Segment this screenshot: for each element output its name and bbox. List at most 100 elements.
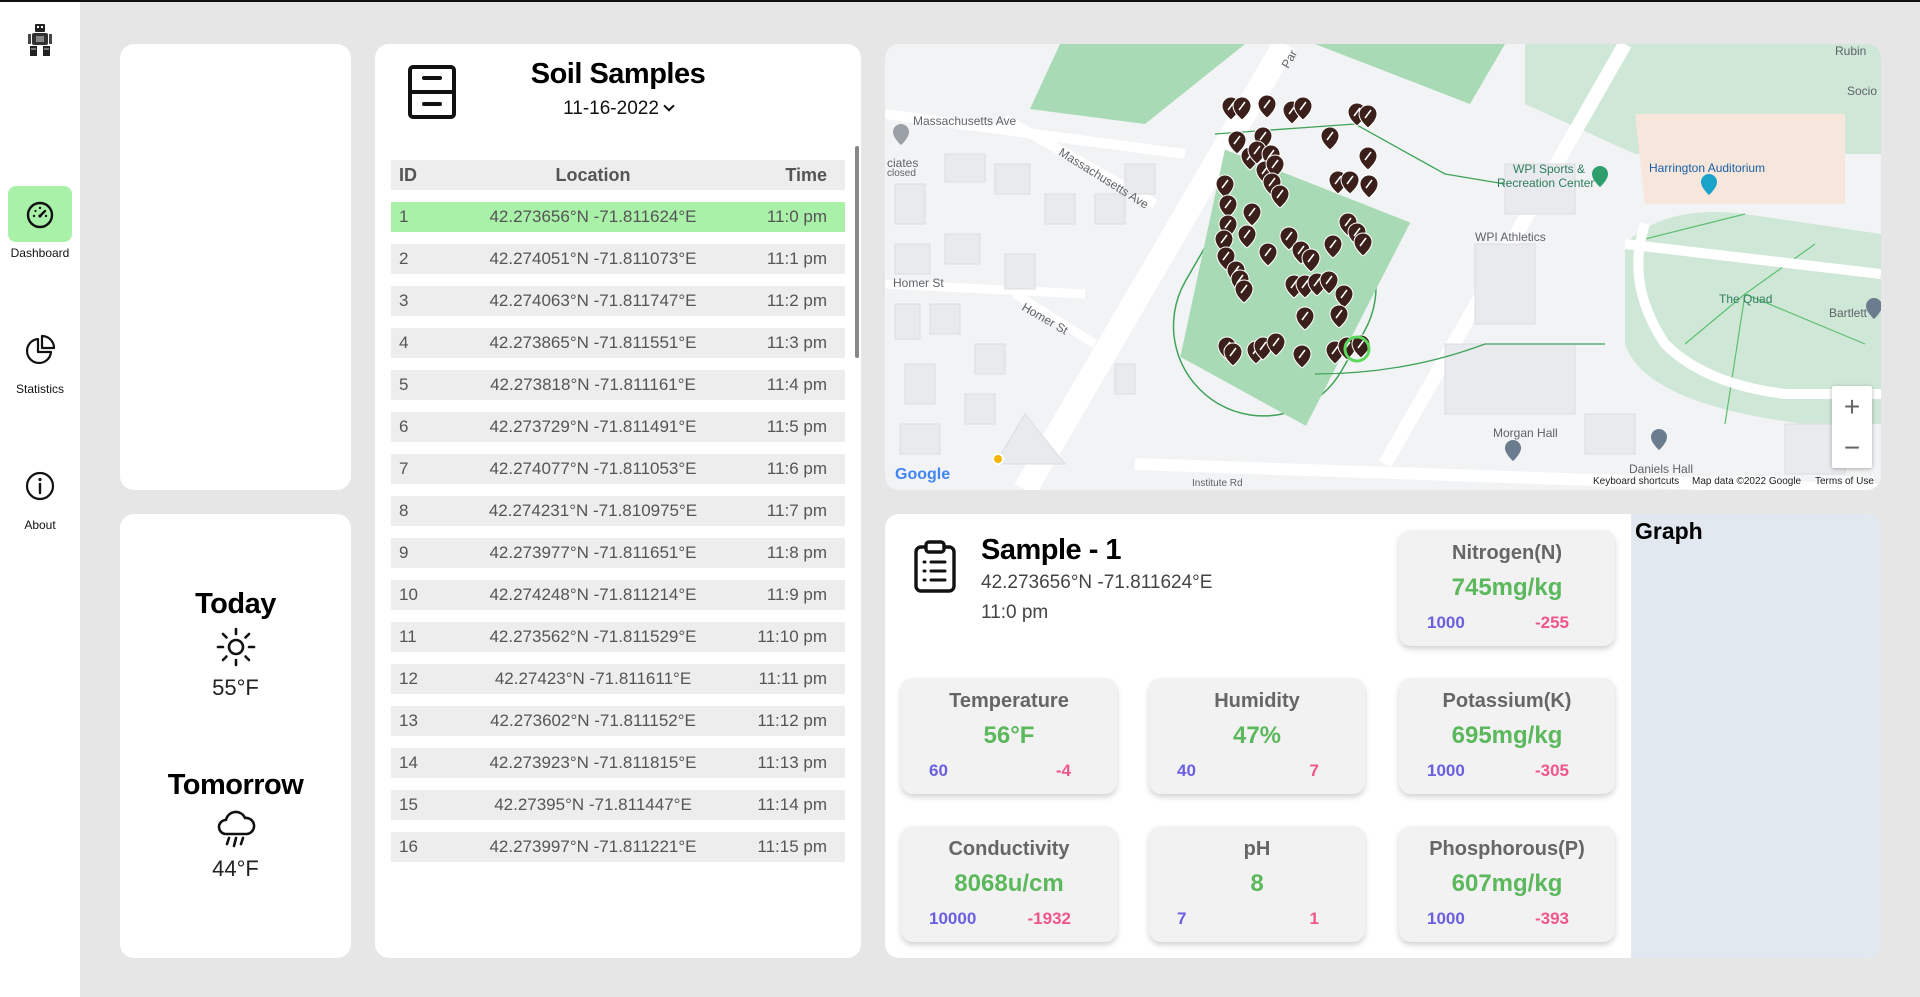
terms-link[interactable]: Terms of Use (1815, 476, 1874, 487)
pin-glyph (1325, 275, 1333, 285)
scrollbar[interactable] (855, 146, 859, 358)
table-row[interactable]: 15 42.27395°N -71.811447°E 11:14 pm (391, 790, 845, 820)
associates-pin-icon[interactable] (893, 124, 909, 145)
sample-pin-icon[interactable] (1353, 232, 1373, 257)
morgan-hall-pin-icon[interactable] (1505, 440, 1521, 461)
metric-name: Temperature (949, 690, 1069, 712)
cell-time: 11:9 pm (766, 585, 827, 604)
metric-reference: 1000 (1427, 613, 1465, 632)
col-location: Location (555, 164, 631, 185)
table-row[interactable]: 4 42.273865°N -71.811551°E 11:3 pm (391, 328, 845, 358)
zoom-controls: + − (1832, 386, 1872, 468)
cell-time: 11:13 pm (757, 753, 827, 772)
map-label: Socio (1847, 84, 1878, 98)
samples-title: Soil Samples (375, 58, 861, 91)
sample-time: 11:0 pm (981, 602, 1049, 623)
table-row[interactable]: 7 42.274077°N -71.811053°E 11:6 pm (391, 454, 845, 484)
pin-glyph (1240, 284, 1248, 294)
cell-location: 42.273818°N -71.811161°E (490, 375, 696, 394)
selected-sample-marker[interactable] (1343, 335, 1371, 363)
sample-pin-icon[interactable] (1358, 146, 1378, 171)
table-row[interactable]: 12 42.27423°N -71.811611°E 11:11 pm (391, 664, 845, 694)
weather-tomorrow-label: Tomorrow (167, 769, 304, 801)
nav-about[interactable]: About (8, 458, 72, 540)
table-row[interactable]: 2 42.274051°N -71.811073°E 11:1 pm (391, 244, 845, 274)
cell-location: 42.274231°N -71.810975°E (488, 501, 698, 520)
table-row[interactable]: 6 42.273729°N -71.811491°E 11:5 pm (391, 412, 845, 442)
cell-id: 14 (399, 753, 418, 772)
cell-location: 42.27395°N -71.811447°E (494, 795, 692, 814)
table-row[interactable]: 16 42.273997°N -71.811221°E 11:15 pm (391, 832, 845, 862)
weather-card: Today 55°F Tomorrow 44°F (120, 514, 351, 958)
pin-glyph (1364, 151, 1372, 161)
nav-label-statistics: Statistics (15, 382, 64, 396)
pegman-icon[interactable] (992, 453, 1004, 465)
bartlett-pin-icon[interactable] (1866, 298, 1881, 319)
weather-tomorrow: Tomorrow 44°F (168, 769, 304, 882)
sample-pin-icon[interactable] (1234, 279, 1254, 304)
sample-pin-icon[interactable] (1257, 94, 1277, 119)
cell-id: 16 (399, 837, 418, 856)
sports-center-pin-icon[interactable] (1592, 166, 1608, 187)
map-canvas[interactable] (885, 44, 1881, 490)
sample-pin-icon[interactable] (1266, 332, 1286, 357)
gauge-icon (26, 201, 54, 229)
sample-pin-icon[interactable] (1218, 194, 1238, 219)
zoom-out-button[interactable]: − (1843, 431, 1861, 463)
sample-pin-icon[interactable] (1295, 306, 1315, 331)
sample-pin-icon[interactable] (1301, 248, 1321, 273)
sample-pin-icon[interactable] (1223, 342, 1243, 367)
sample-pin-icon[interactable] (1293, 96, 1313, 121)
nav-label-about: About (24, 518, 56, 532)
cell-time: 11:8 pm (766, 543, 827, 562)
table-row[interactable]: 5 42.273818°N -71.811161°E 11:4 pm (391, 370, 845, 400)
sample-pin-icon[interactable] (1292, 344, 1312, 369)
date-selector[interactable]: 11-16-2022 (375, 98, 861, 120)
sample-markers[interactable] (1214, 94, 1379, 369)
sample-pin-icon[interactable] (1227, 130, 1247, 155)
metric-difference: -1932 (1027, 909, 1071, 928)
daniels-hall-pin-icon[interactable] (1651, 429, 1667, 450)
nav-statistics[interactable]: Statistics (8, 322, 72, 404)
table-row[interactable]: 9 42.273977°N -71.811651°E 11:8 pm (391, 538, 845, 568)
zoom-in-button[interactable]: + (1843, 390, 1861, 422)
metric-value: 607mg/kg (1451, 870, 1563, 897)
sample-pin-icon[interactable] (1329, 304, 1349, 329)
cell-id: 12 (399, 669, 418, 688)
nav-label-dashboard: Dashboard (10, 246, 70, 260)
pin-glyph (1248, 207, 1256, 217)
sample-pin-icon[interactable] (1358, 104, 1378, 129)
sample-pin-icon[interactable] (1319, 270, 1339, 295)
pin-glyph (1331, 345, 1339, 355)
nav-dashboard[interactable]: Dashboard (8, 186, 72, 268)
sample-pin-icon[interactable] (1215, 174, 1235, 199)
sample-pin-icon[interactable] (1242, 202, 1262, 227)
cell-time: 11:4 pm (766, 375, 827, 394)
auditorium-pin-icon[interactable] (1701, 174, 1717, 195)
cell-location: 42.273923°N -71.811815°E (489, 753, 697, 772)
sample-pin-icon[interactable] (1320, 126, 1340, 151)
sample-pin-icon[interactable] (1359, 174, 1379, 199)
map-card[interactable]: Massachusetts Ave Massachusetts Ave Home… (885, 44, 1881, 490)
pin-glyph (1344, 217, 1352, 227)
sample-pin-icon[interactable] (1237, 224, 1257, 249)
cell-location: 42.273977°N -71.811651°E (489, 543, 697, 562)
cell-id: 2 (399, 249, 409, 268)
sample-pin-icon[interactable] (1232, 96, 1252, 121)
table-row[interactable]: 14 42.273923°N -71.811815°E 11:13 pm (391, 748, 845, 778)
table-row[interactable]: 13 42.273602°N -71.811152°E 11:12 pm (391, 706, 845, 736)
cell-time: 11:1 pm (766, 249, 827, 268)
keyboard-shortcuts-link[interactable]: Keyboard shortcuts (1593, 476, 1680, 487)
sample-pin-icon[interactable] (1340, 170, 1360, 195)
table-row[interactable]: 3 42.274063°N -71.811747°E 11:2 pm (391, 286, 845, 316)
table-row[interactable]: 1 42.273656°N -71.811624°E 11:0 pm (391, 202, 845, 232)
sample-pin-icon[interactable] (1270, 184, 1290, 209)
table-row[interactable]: 8 42.274231°N -71.810975°E 11:7 pm (391, 496, 845, 526)
sample-pin-icon[interactable] (1323, 234, 1343, 259)
table-row[interactable]: 11 42.273562°N -71.811529°E 11:10 pm (391, 622, 845, 652)
pin-glyph (1353, 227, 1361, 237)
cell-time: 11:3 pm (766, 333, 827, 352)
sample-pin-icon[interactable] (1258, 242, 1278, 267)
sample-title: Sample - 1 (981, 534, 1122, 566)
table-row[interactable]: 10 42.274248°N -71.811214°E 11:9 pm (391, 580, 845, 610)
